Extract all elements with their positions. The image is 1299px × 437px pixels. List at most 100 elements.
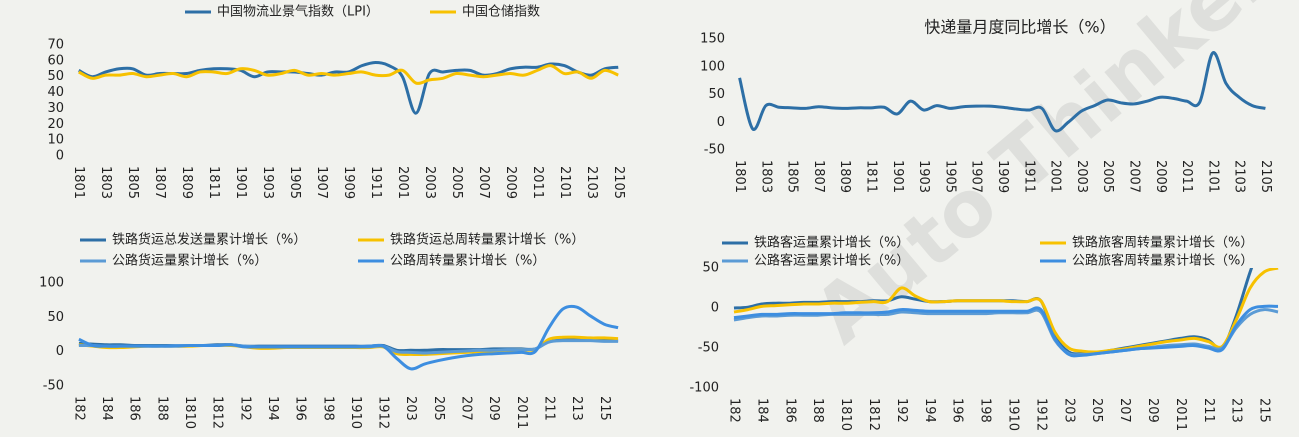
x-tick-label: 2003 <box>422 166 437 199</box>
x-tick-label: 1811 <box>206 166 221 199</box>
x-tick-label: 2105 <box>611 166 626 199</box>
series-line <box>733 304 1279 358</box>
x-tick-label: 188 <box>810 398 825 423</box>
y-tick-label: 60 <box>47 53 64 68</box>
y-tick-label: 150 <box>700 32 725 47</box>
x-tick-label: 1910 <box>1005 398 1020 431</box>
x-tick-label: 184 <box>754 398 769 423</box>
x-tick-label: 2105 <box>1258 160 1273 193</box>
x-tick-label: 2103 <box>584 166 599 199</box>
x-tick-label: 194 <box>922 398 937 423</box>
y-tick-label: 100 <box>39 276 64 291</box>
legend-label: 公路周转量累计增长（%） <box>390 253 545 269</box>
legend-label: 中国仓储指数 <box>462 5 540 20</box>
legend-label: 铁路客运量累计增长（%） <box>754 235 909 251</box>
x-tick-label: 1910 <box>348 396 363 429</box>
x-tick-label: 196 <box>950 398 965 423</box>
x-tick-label: 1909 <box>341 166 356 199</box>
x-tick-label: 1812 <box>210 396 225 429</box>
x-tick-label: 209 <box>486 396 501 421</box>
x-tick-label: 2101 <box>1205 160 1220 193</box>
x-tick-label: 2007 <box>476 166 491 199</box>
x-tick-label: 2007 <box>1126 160 1141 193</box>
x-tick-label: 1803 <box>758 160 773 193</box>
x-tick-label: 1810 <box>838 398 853 431</box>
y-tick-label: 0 <box>717 115 725 130</box>
y-tick-label: -50 <box>43 379 64 394</box>
y-tick-label: 0 <box>56 344 64 359</box>
series-line <box>78 64 619 85</box>
x-tick-label: 205 <box>1089 398 1104 423</box>
x-tick-label: 198 <box>320 396 335 421</box>
x-tick-label: 2011 <box>514 396 529 429</box>
y-tick-label: 70 <box>47 38 64 53</box>
legend-label: 公路旅客周转量累计增长（%） <box>1072 253 1253 269</box>
x-tick-label: 1809 <box>837 160 852 193</box>
x-tick-label: 2001 <box>395 166 410 199</box>
x-tick-label: 203 <box>1061 398 1076 423</box>
x-tick-label: 2011 <box>1173 398 1188 431</box>
x-tick-label: 1811 <box>864 160 879 193</box>
x-tick-label: 188 <box>154 396 169 421</box>
x-tick-label: 1807 <box>152 166 167 199</box>
x-tick-label: 207 <box>459 396 474 421</box>
x-tick-label: 1911 <box>1021 160 1036 193</box>
y-tick-label: 20 <box>47 117 64 132</box>
y-tick-label: 30 <box>47 101 64 116</box>
x-tick-label: 1810 <box>182 396 197 429</box>
x-tick-label: 1801 <box>732 160 747 193</box>
y-tick-label: -50 <box>704 143 725 158</box>
series-line <box>738 51 1266 133</box>
x-tick-label: 207 <box>1117 398 1132 423</box>
x-tick-label: 186 <box>782 398 797 423</box>
x-tick-label: 1812 <box>866 398 881 431</box>
y-tick-label: 100 <box>700 59 725 74</box>
x-tick-label: 2011 <box>1179 160 1194 193</box>
y-tick-label: 10 <box>47 133 64 148</box>
series-line <box>733 308 1279 357</box>
x-tick-label: 192 <box>237 396 252 421</box>
x-tick-label: 1912 <box>376 396 391 429</box>
x-tick-label: 1807 <box>811 160 826 193</box>
x-tick-label: 186 <box>127 396 142 421</box>
y-tick-label: 50 <box>47 69 64 84</box>
y-tick-label: 40 <box>47 85 64 100</box>
x-tick-label: 196 <box>293 396 308 421</box>
y-tick-label: -50 <box>698 341 719 356</box>
x-tick-label: 2005 <box>449 166 464 199</box>
legend-label: 铁路旅客周转量累计增长（%） <box>1072 235 1253 251</box>
x-tick-label: 213 <box>1229 398 1244 423</box>
legend-label: 铁路货运总发送量累计增长（%） <box>112 232 306 248</box>
x-tick-label: 203 <box>403 396 418 421</box>
x-tick-label: 2009 <box>1153 160 1168 193</box>
x-tick-label: 1901 <box>233 166 248 199</box>
x-tick-label: 198 <box>978 398 993 423</box>
y-tick-label: 0 <box>711 301 719 316</box>
x-tick-label: 2001 <box>1048 160 1063 193</box>
x-tick-label: 1903 <box>916 160 931 193</box>
x-tick-label: 215 <box>597 396 612 421</box>
y-tick-label: -100 <box>689 381 719 396</box>
x-tick-label: 182 <box>726 398 741 423</box>
series-line <box>733 268 1279 354</box>
x-tick-label: 1805 <box>125 166 140 199</box>
legend-label: 公路客运量累计增长（%） <box>754 253 909 269</box>
y-tick-label: 50 <box>47 310 64 325</box>
chart-title: 快递量月度同比增长（%） <box>924 18 1115 37</box>
x-tick-label: 1805 <box>785 160 800 193</box>
x-tick-label: 1803 <box>98 166 113 199</box>
x-tick-label: 1903 <box>260 166 275 199</box>
x-tick-label: 1911 <box>368 166 383 199</box>
x-tick-label: 209 <box>1145 398 1160 423</box>
y-tick-label: 50 <box>702 261 719 276</box>
x-tick-label: 1912 <box>1033 398 1048 431</box>
x-tick-label: 2003 <box>1074 160 1089 193</box>
x-tick-label: 1909 <box>995 160 1010 193</box>
y-tick-label: 0 <box>56 149 64 164</box>
x-tick-label: 1901 <box>890 160 905 193</box>
x-tick-label: 211 <box>541 396 556 421</box>
x-tick-label: 2005 <box>1100 160 1115 193</box>
x-tick-label: 2011 <box>530 166 545 199</box>
x-tick-label: 211 <box>1201 398 1216 423</box>
x-tick-label: 194 <box>265 396 280 421</box>
